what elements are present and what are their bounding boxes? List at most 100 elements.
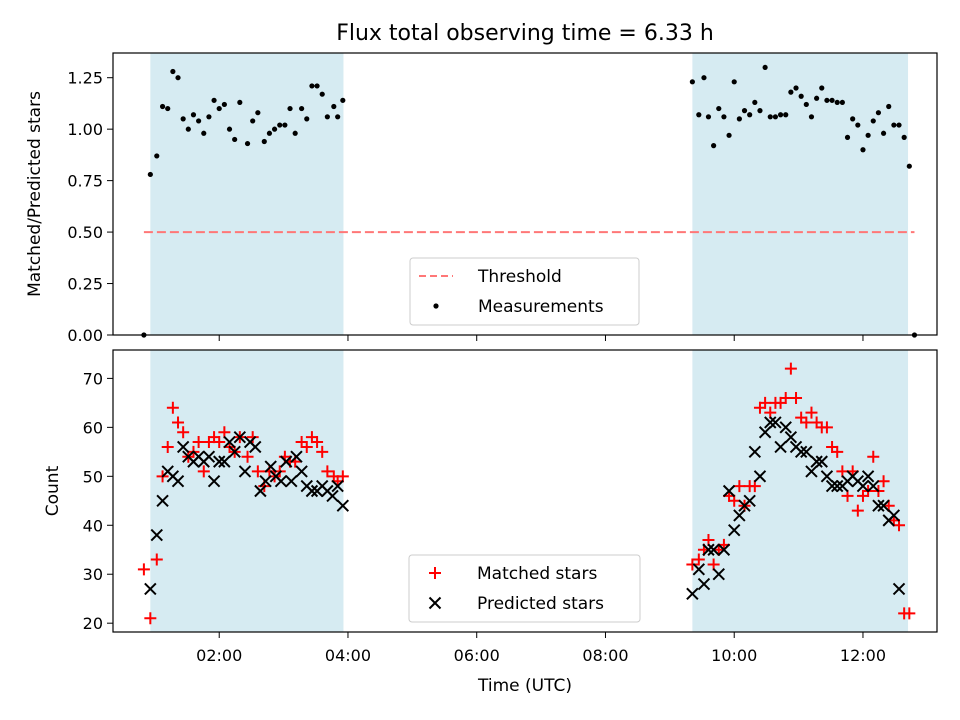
predicted-stars-point (872, 499, 885, 512)
measurement-point (788, 89, 794, 95)
predicted-stars-point (259, 475, 272, 488)
measurement-point (906, 163, 912, 169)
measurement-point (190, 112, 197, 118)
measurement-point (232, 136, 238, 143)
predicted-stars-point (820, 470, 834, 483)
measurement-point (255, 110, 261, 116)
matched-stars-point (790, 391, 803, 404)
measurement-point (282, 122, 288, 128)
measurement-point (834, 99, 840, 106)
measurement-point (880, 130, 887, 136)
matched-stars-point (759, 396, 772, 409)
measurement-point (175, 75, 181, 81)
matched-stars-point (251, 465, 264, 478)
measurement-point (865, 132, 871, 138)
measurement-point (798, 93, 804, 99)
matched-stars-point (903, 607, 916, 620)
predicted-stars-point (156, 494, 169, 507)
matched-stars-point (686, 558, 699, 571)
matched-stars-point (805, 406, 818, 419)
measurement-point (696, 112, 702, 118)
top-y-tick-label: 0.00 (67, 326, 103, 345)
matched-stars-point (820, 421, 833, 434)
predicted-stars-point (784, 430, 798, 444)
legend-label: Matched stars (477, 564, 597, 584)
predicted-stars-point (748, 445, 762, 459)
matched-stars-point (692, 553, 705, 566)
matched-stars-point (851, 504, 864, 517)
matched-stars-point (150, 553, 163, 566)
matched-stars-point (241, 450, 254, 463)
measurement-point (721, 114, 727, 120)
predicted-stars-point (733, 509, 746, 522)
matched-stars-point (166, 401, 179, 414)
matched-stars-point (172, 416, 185, 429)
matched-stars-point (733, 480, 746, 493)
top-y-tick-label: 1.00 (67, 120, 103, 139)
predicted-stars-point (743, 494, 756, 507)
measurement-point (886, 103, 892, 110)
top-legend-box (409, 257, 640, 326)
predicted-stars-point (274, 475, 288, 488)
measurement-point (731, 79, 737, 85)
matched-stars-point (213, 436, 226, 449)
legend-measurements-swatch (433, 303, 439, 309)
matched-stars-point (161, 440, 174, 453)
predicted-stars-point (233, 430, 247, 444)
predicted-stars-point (202, 450, 216, 463)
matched-stars-point (246, 431, 259, 444)
chart-title: Flux total observing time = 6.33 h (336, 21, 714, 46)
measurement-point (870, 118, 876, 124)
predicted-stars-point (769, 416, 782, 429)
predicted-stars-point (722, 484, 736, 498)
measurement-point (819, 85, 825, 91)
measurement-point (324, 114, 330, 120)
x-tick-label: 06:00 (454, 646, 500, 665)
top-y-tick-label: 1.25 (67, 69, 103, 88)
matched-stars-point (316, 445, 329, 458)
measurement-point (762, 64, 768, 71)
predicted-stars-point (285, 475, 298, 488)
predicted-stars-point (805, 465, 818, 478)
predicted-stars-point (223, 435, 236, 449)
predicted-stars-point (279, 455, 293, 468)
matched-stars-point (321, 465, 334, 478)
predicted-stars-point (218, 455, 231, 468)
x-tick-label: 02:00 (196, 646, 242, 665)
bottom-y-tick-label: 60 (83, 418, 103, 437)
predicted-stars-point (856, 479, 870, 493)
predicted-stars-point (800, 445, 813, 459)
predicted-stars-point (305, 484, 319, 498)
matched-stars-point (831, 445, 844, 458)
measurement-point (237, 99, 243, 106)
measurement-point (309, 83, 315, 89)
measurement-point (221, 101, 227, 108)
measurement-point (201, 130, 207, 136)
measurement-point (736, 116, 742, 122)
bottom-legend-box (408, 554, 641, 623)
bottom-legend: Matched stars Predicted stars (408, 554, 641, 623)
matched-stars-point (144, 612, 157, 625)
measurement-point (772, 114, 779, 120)
legend-label: Predicted stars (477, 594, 604, 614)
x-tick-label: 12:00 (840, 646, 886, 665)
measurement-point (808, 114, 815, 120)
bottom-y-tick-label: 20 (83, 614, 103, 633)
predicted-stars-point (171, 475, 185, 488)
measurement-point (896, 122, 902, 128)
measurement-point (875, 110, 882, 116)
predicted-stars-point (295, 465, 308, 478)
predicted-stars-point (290, 450, 303, 463)
matched-stars-point (867, 450, 880, 463)
matched-stars-point (779, 391, 792, 404)
matched-stars-point (192, 436, 205, 449)
predicted-stars-point (753, 470, 767, 483)
legend-matched-swatch (429, 567, 441, 579)
measurement-point (331, 103, 337, 110)
measurement-point (757, 108, 763, 114)
measurement-point (211, 97, 217, 103)
measurement-point (226, 126, 233, 132)
x-tick-label: 08:00 (582, 646, 628, 665)
measurement-point (340, 97, 346, 103)
